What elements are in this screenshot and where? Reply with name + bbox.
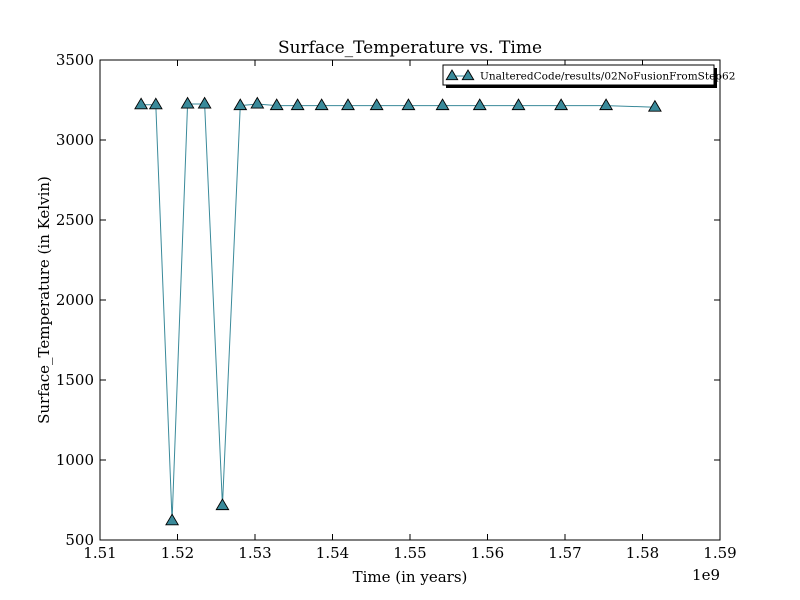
x-tick-label: 1.52 — [161, 544, 194, 562]
x-tick-label: 1.51 — [83, 544, 116, 562]
plot-area — [99, 59, 721, 541]
legend-triangle-icon — [461, 69, 475, 81]
data-point — [314, 98, 329, 111]
x-tick-label: 1.54 — [316, 544, 349, 562]
x-axis-offset-label: 1e9 — [692, 566, 720, 584]
x-tick-label: 1.58 — [626, 544, 659, 562]
data-point — [472, 98, 487, 111]
data-point — [250, 96, 265, 109]
data-point — [180, 96, 195, 109]
legend-triangle-icon — [445, 69, 459, 81]
x-tick-label: 1.57 — [548, 544, 581, 562]
y-tick-label: 3000 — [56, 131, 94, 149]
y-tick-label: 1000 — [56, 451, 94, 469]
y-tick-label: 500 — [65, 531, 94, 549]
data-point — [369, 98, 384, 111]
data-point — [290, 98, 305, 111]
y-tick-label: 2500 — [56, 211, 94, 229]
data-point — [647, 99, 662, 112]
data-point — [148, 97, 163, 110]
x-tick-label: 1.56 — [471, 544, 504, 562]
data-point — [269, 98, 284, 111]
data-point — [401, 98, 416, 111]
legend-marker — [445, 69, 475, 81]
y-tick-label: 1500 — [56, 371, 94, 389]
data-point — [233, 98, 248, 111]
data-point — [197, 96, 212, 109]
data-point — [554, 98, 569, 111]
data-point — [599, 98, 614, 111]
legend: UnalteredCode/results/02NoFusionFromStep… — [442, 64, 735, 88]
y-tick-label: 3500 — [56, 51, 94, 69]
data-point — [165, 513, 180, 526]
data-point — [435, 98, 450, 111]
y-axis-label: Surface_Temperature (in Kelvin) — [35, 176, 53, 424]
legend-entry-label: UnalteredCode/results/02NoFusionFromStep… — [480, 71, 735, 83]
x-tick-label: 1.55 — [393, 544, 426, 562]
chart-title: Surface_Temperature vs. Time — [278, 38, 542, 58]
x-axis-label: Time (in years) — [353, 568, 468, 586]
data-point — [215, 498, 230, 511]
data-point — [511, 98, 526, 111]
legend-box — [442, 64, 715, 86]
data-point — [134, 97, 149, 110]
y-tick-label: 2000 — [56, 291, 94, 309]
x-tick-label: 1.59 — [703, 544, 736, 562]
axis-ticks: 1.51 1.52 1.53 1.54 1.55 1.56 1.57 1.58 1.59 500 1… — [56, 51, 737, 562]
series-layer — [134, 96, 662, 526]
x-tick-label: 1.53 — [238, 544, 271, 562]
data-point — [341, 98, 355, 111]
